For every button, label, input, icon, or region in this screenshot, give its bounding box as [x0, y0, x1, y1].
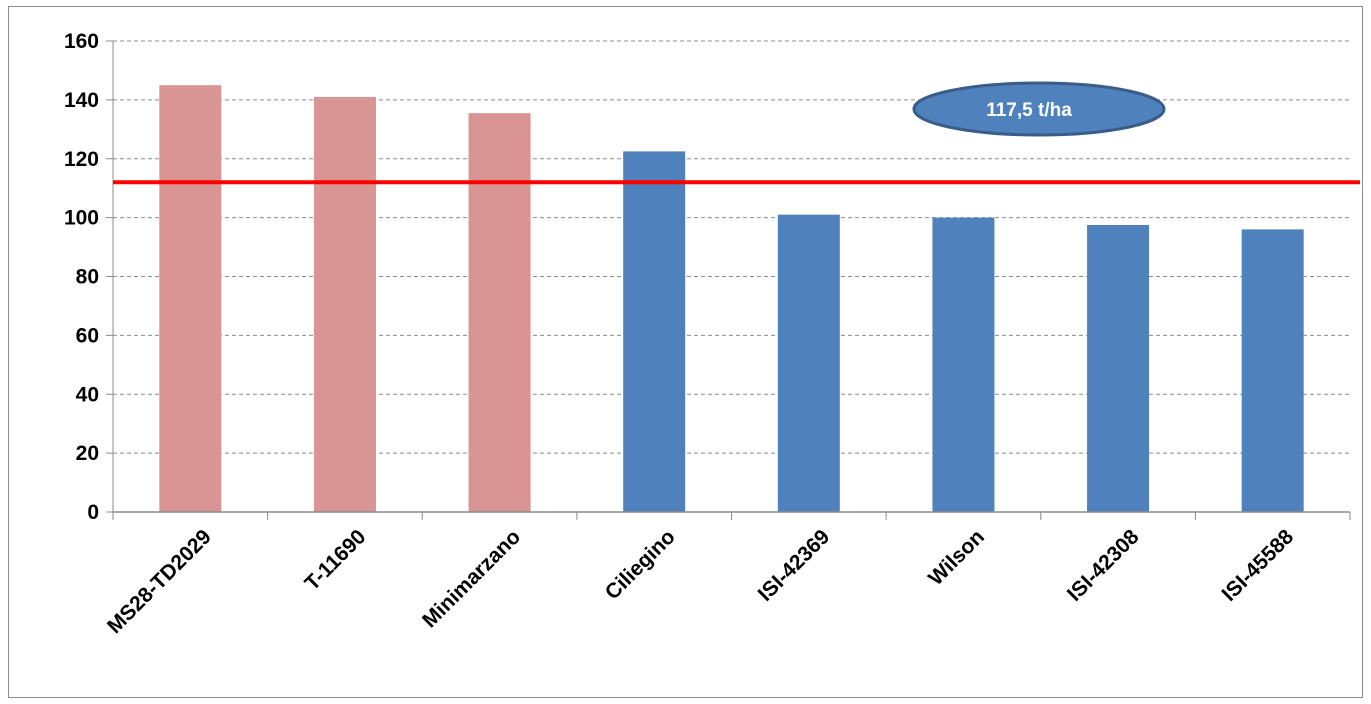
y-tick-label: 40 [76, 383, 99, 406]
x-category-label: Minimarzano [418, 525, 525, 632]
bars [159, 85, 1304, 513]
x-category-label: T-11690 [301, 525, 371, 595]
x-category-label: Wilson [924, 525, 989, 590]
annotation-layer: 117,5 t/ha [912, 81, 1166, 137]
annotation-label: 117,5 t/ha [986, 100, 1072, 121]
bar [159, 85, 222, 512]
y-tick-label: 0 [87, 501, 99, 524]
bar [777, 214, 840, 512]
y-tick-label: 120 [64, 148, 99, 171]
x-category-label: ISI-45588 [1218, 525, 1299, 606]
bar [1087, 224, 1150, 512]
y-tick-label: 60 [76, 324, 99, 347]
annotation-ellipse [912, 81, 1166, 137]
y-tick-label: 160 [64, 30, 99, 53]
bar [623, 151, 686, 512]
x-category-labels: MS28-TD2029 T-11690 Minimarzano Ciliegino IS… [103, 525, 1298, 638]
x-category-label: MS28-TD2029 [103, 525, 216, 638]
y-tick-label: 100 [64, 207, 99, 230]
y-tick-label: 20 [76, 442, 99, 465]
bar [313, 96, 376, 513]
x-category-label: Ciliegino [601, 525, 680, 604]
bar [468, 113, 531, 512]
x-category-label: ISI-42369 [754, 525, 835, 606]
bar [1241, 229, 1304, 512]
bar [932, 217, 995, 512]
x-category-label: ISI-42308 [1063, 525, 1144, 606]
axes [112, 41, 1351, 520]
y-tick-label: 140 [64, 89, 99, 112]
y-tick-label: 80 [76, 266, 99, 289]
y-tick-labels: 0 20 40 60 80 100 120 140 160 [64, 30, 99, 524]
